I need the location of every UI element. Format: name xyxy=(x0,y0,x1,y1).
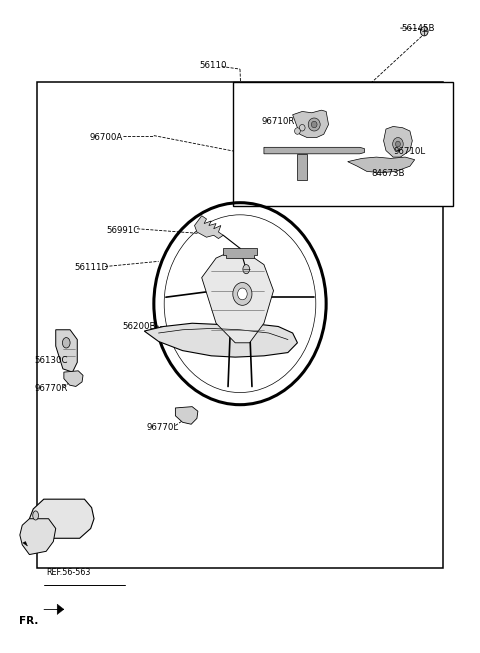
Polygon shape xyxy=(264,148,364,154)
Ellipse shape xyxy=(238,288,247,300)
Polygon shape xyxy=(194,215,223,238)
Text: 56110: 56110 xyxy=(199,61,227,71)
Text: 56130C: 56130C xyxy=(34,356,68,365)
Bar xyxy=(36,82,444,567)
Text: 96710L: 96710L xyxy=(393,148,425,156)
Ellipse shape xyxy=(62,338,70,348)
Text: FR.: FR. xyxy=(19,616,38,626)
Polygon shape xyxy=(384,127,412,157)
Polygon shape xyxy=(44,604,64,614)
Polygon shape xyxy=(20,518,56,554)
Polygon shape xyxy=(56,330,77,372)
Ellipse shape xyxy=(233,283,252,306)
Text: 56991C: 56991C xyxy=(106,225,139,234)
Polygon shape xyxy=(29,499,94,538)
Polygon shape xyxy=(64,371,83,387)
Polygon shape xyxy=(144,323,298,357)
Ellipse shape xyxy=(243,264,250,274)
Ellipse shape xyxy=(308,118,320,131)
Ellipse shape xyxy=(295,128,300,135)
Polygon shape xyxy=(175,407,198,424)
Bar xyxy=(233,82,453,206)
Ellipse shape xyxy=(396,141,400,147)
Text: 56200B: 56200B xyxy=(123,322,156,331)
Text: 96770R: 96770R xyxy=(34,384,68,393)
Ellipse shape xyxy=(33,511,38,520)
Text: 96700A: 96700A xyxy=(89,133,122,142)
Ellipse shape xyxy=(420,27,428,36)
Polygon shape xyxy=(23,541,27,546)
Polygon shape xyxy=(348,157,415,173)
Text: 96710R: 96710R xyxy=(262,117,295,126)
Polygon shape xyxy=(298,154,307,180)
Text: 84673B: 84673B xyxy=(372,169,405,178)
Ellipse shape xyxy=(300,125,305,131)
Ellipse shape xyxy=(312,121,317,128)
Polygon shape xyxy=(223,248,257,258)
Ellipse shape xyxy=(393,138,403,151)
Polygon shape xyxy=(202,251,274,343)
Text: 96770L: 96770L xyxy=(147,423,179,432)
Text: 56145B: 56145B xyxy=(402,24,435,33)
Polygon shape xyxy=(293,110,328,138)
Text: 56111D: 56111D xyxy=(75,263,109,272)
Text: REF.56-563: REF.56-563 xyxy=(46,568,91,577)
